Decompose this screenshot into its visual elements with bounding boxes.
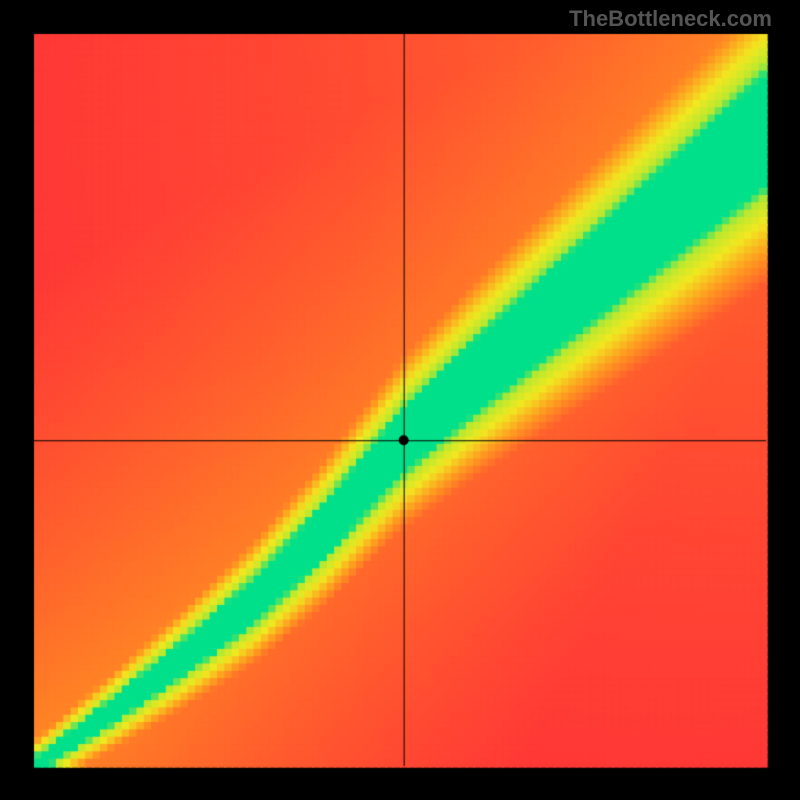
chart-container: TheBottleneck.com xyxy=(0,0,800,800)
bottleneck-heatmap xyxy=(0,0,800,800)
watermark-text: TheBottleneck.com xyxy=(569,6,772,32)
